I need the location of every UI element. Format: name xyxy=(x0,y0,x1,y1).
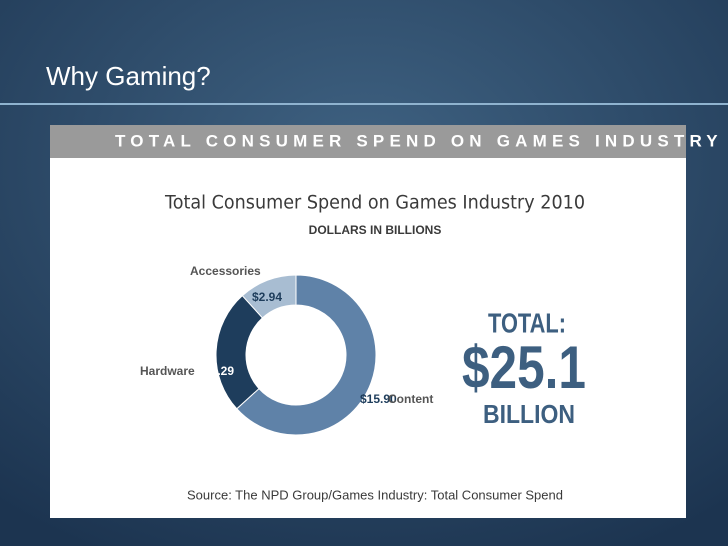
chart-title: Total Consumer Spend on Games Industry 2… xyxy=(164,192,585,214)
banner-text: TOTAL CONSUMER SPEND ON GAMES INDUSTRY xyxy=(115,131,723,150)
donut-segment xyxy=(236,274,377,436)
value-label: $15.90 xyxy=(360,392,397,406)
total-value: $25.1 xyxy=(462,334,586,401)
category-label: Content xyxy=(388,392,433,406)
source: Source: The NPD Group/Games Industry: To… xyxy=(187,487,563,502)
value-label: $6.29 xyxy=(204,364,234,378)
slide-title: Why Gaming? xyxy=(46,61,211,91)
total-label: TOTAL: xyxy=(488,307,566,338)
chart-subtitle: DOLLARS IN BILLIONS xyxy=(309,223,442,237)
donut-segment xyxy=(241,274,297,319)
value-label: $2.94 xyxy=(252,290,282,304)
banner-bg xyxy=(50,125,686,158)
category-label: Accessories xyxy=(190,264,261,278)
category-label: Hardware xyxy=(140,364,195,378)
total-unit: BILLION xyxy=(483,399,575,429)
